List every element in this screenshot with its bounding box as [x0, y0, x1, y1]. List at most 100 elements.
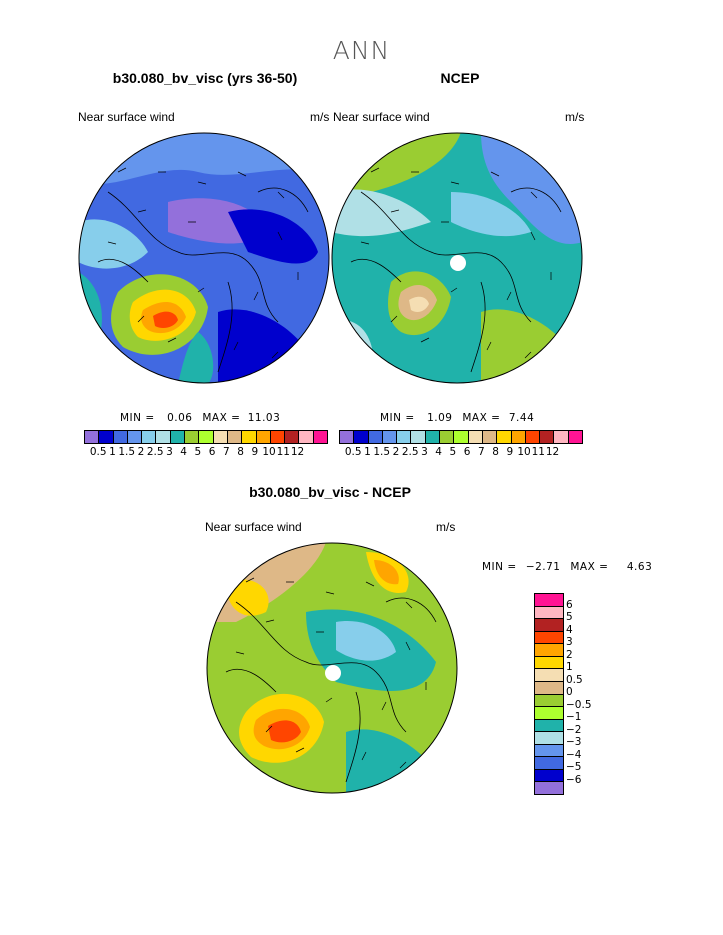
- colorbar-panel-3-labels: 6 5 4 3 2 1 0.5 0 −0.5 −1 −2 −3 −4 −5 −6: [566, 593, 606, 793]
- colorbar-panel-3-tick-label: −2: [566, 723, 582, 736]
- colorbar-panel-1-swatch: [313, 431, 328, 443]
- panel-2-min-label: MIN =: [380, 412, 415, 424]
- colorbar-panel-2-tick-label: 9: [506, 446, 514, 458]
- panel-1-variable: Near surface wind: [78, 110, 175, 124]
- colorbar-panel-2-tick-label: 8: [492, 446, 499, 458]
- colorbar-panel-2-swatch: [482, 431, 498, 443]
- panel-3-title: b30.080_bv_visc - NCEP: [249, 484, 411, 500]
- colorbar-panel-1-tick-label: 11: [276, 446, 290, 458]
- colorbar-panel-1-tick-label: 12: [290, 446, 305, 458]
- colorbar-panel-1-swatch: [127, 431, 143, 443]
- colorbar-panel-3-swatch: [535, 631, 563, 645]
- colorbar-panel-3-tick-label: 1: [566, 661, 573, 673]
- colorbar-panel-1-swatch: [199, 431, 214, 443]
- panel-2-title: NCEP: [440, 70, 480, 86]
- panel-2-max-label: MAX =: [462, 412, 501, 424]
- colorbar-panel-2-labels: 0.5 1 1.5 2 2.5 3 4 5 6 7 8 9 10 11 12: [339, 446, 581, 460]
- colorbar-panel-3-swatch: [535, 694, 563, 708]
- colorbar-panel-1-tick-label: 0.5: [89, 446, 107, 458]
- colorbar-panel-2-tick-label: 12: [545, 446, 560, 458]
- colorbar-panel-2-swatch: [568, 431, 583, 443]
- colorbar-panel-3-swatch: [535, 681, 563, 695]
- panel-2-units: m/s: [565, 110, 585, 124]
- colorbar-panel-1-swatch: [185, 431, 200, 443]
- colorbar-panel-1-tick-label: 1: [109, 446, 116, 458]
- panel-1-map: [78, 132, 330, 384]
- colorbar-panel-3-swatch: [535, 669, 563, 682]
- colorbar-panel-3-swatch: [535, 769, 563, 783]
- colorbar-panel-1-swatch: [270, 431, 286, 443]
- colorbar-panel-2-tick-label: 6: [463, 446, 471, 458]
- colorbar-panel-3-tick-label: 0.5: [566, 673, 583, 686]
- panel-3-max-label: MAX =: [570, 561, 609, 573]
- colorbar-panel-1-swatch: [256, 431, 271, 443]
- colorbar-panel-2-swatch: [397, 431, 412, 443]
- colorbar-panel-1-tick-label: 2: [137, 446, 145, 458]
- colorbar-panel-2-tick-label: 10: [517, 446, 531, 458]
- colorbar-panel-2-swatch: [425, 431, 441, 443]
- colorbar-panel-3-swatch: [535, 707, 563, 720]
- panel-2-map: [331, 132, 583, 384]
- colorbar-panel-1-swatch: [85, 431, 100, 443]
- colorbar-panel-3-swatch: [535, 757, 563, 770]
- colorbar-panel-2-tick-label: 4: [435, 446, 442, 458]
- colorbar-panel-2-tick-label: 3: [421, 446, 428, 458]
- colorbar-panel-1-swatch: [170, 431, 186, 443]
- panel-1-min-value: 0.06: [167, 412, 193, 424]
- page-title: ANN: [332, 36, 391, 65]
- colorbar-panel-3-swatch: [535, 594, 563, 607]
- colorbar-panel-3-tick-label: 5: [566, 611, 573, 623]
- colorbar-panel-1-tick-label: 2.5: [146, 446, 164, 458]
- colorbar-panel-3-swatch: [535, 656, 563, 670]
- colorbar-panel-2-tick-label: 11: [531, 446, 545, 458]
- colorbar-panel-1: [84, 430, 328, 444]
- panel-1-units: m/s: [310, 110, 330, 124]
- colorbar-panel-3-tick-label: 3: [566, 636, 573, 648]
- colorbar-panel-3-tick-label: 6: [566, 598, 573, 611]
- colorbar-panel-3-swatch: [535, 732, 563, 745]
- panel-1-max-label: MAX =: [202, 412, 241, 424]
- panel-3-min-value: −2.71: [525, 561, 561, 573]
- colorbar-panel-3-tick-label: −4: [566, 748, 582, 761]
- colorbar-panel-1-swatch: [213, 431, 228, 443]
- colorbar-panel-3-tick-label: −5: [566, 761, 582, 773]
- colorbar-panel-1-labels: 0.5 1 1.5 2 2.5 3 4 5 6 7 8 9 10 11 12: [84, 446, 326, 460]
- colorbar-panel-2-swatch: [368, 431, 383, 443]
- panel-1-min-label: MIN =: [120, 412, 155, 424]
- colorbar-panel-1-tick-label: 5: [194, 446, 202, 458]
- colorbar-panel-3-swatch: [535, 644, 563, 657]
- colorbar-panel-1-tick-label: 10: [262, 446, 276, 458]
- colorbar-panel-3-tick-label: 0: [566, 686, 573, 698]
- colorbar-panel-1-swatch: [142, 431, 157, 443]
- colorbar-panel-1-swatch: [99, 431, 114, 443]
- colorbar-panel-1-tick-label: 3: [166, 446, 173, 458]
- colorbar-panel-1-swatch: [285, 431, 300, 443]
- colorbar-panel-2-swatch: [440, 431, 455, 443]
- colorbar-panel-3-swatch: [535, 606, 563, 620]
- colorbar-panel-3-tick-label: 4: [566, 623, 573, 636]
- panel-1-title: b30.080_bv_visc (yrs 36-50): [112, 70, 298, 86]
- colorbar-panel-2-swatch: [497, 431, 512, 443]
- panel-2-min-value: 1.09: [427, 412, 453, 424]
- panel-2-max-value: 7.44: [508, 412, 535, 424]
- colorbar-panel-3-swatch: [535, 782, 563, 794]
- panel-3-min-label: MIN =: [482, 561, 517, 573]
- colorbar-panel-3-tick-label: −0.5: [566, 698, 592, 711]
- colorbar-panel-3-swatch: [535, 719, 563, 733]
- colorbar-panel-2-swatch: [382, 431, 398, 443]
- colorbar-panel-1-tick-label: 6: [208, 446, 216, 458]
- colorbar-panel-3-tick-label: −1: [566, 711, 582, 723]
- colorbar-panel-2-swatch: [525, 431, 541, 443]
- colorbar-panel-3-swatch: [535, 744, 563, 758]
- colorbar-panel-1-swatch: [242, 431, 257, 443]
- colorbar-panel-2-swatch: [454, 431, 469, 443]
- panel-3-map: [206, 542, 458, 794]
- colorbar-panel-3: [534, 593, 564, 795]
- colorbar-panel-1-tick-label: 8: [237, 446, 244, 458]
- panel-2-variable: Near surface wind: [333, 110, 430, 124]
- colorbar-panel-1-swatch: [227, 431, 243, 443]
- colorbar-panel-3-tick-label: 2: [566, 648, 573, 661]
- colorbar-panel-2: [339, 430, 583, 444]
- colorbar-panel-3-swatch: [535, 619, 563, 632]
- panel-3-units: m/s: [436, 520, 456, 534]
